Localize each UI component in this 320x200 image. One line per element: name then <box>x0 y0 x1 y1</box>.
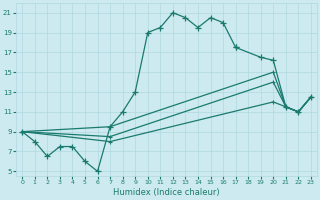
X-axis label: Humidex (Indice chaleur): Humidex (Indice chaleur) <box>113 188 220 197</box>
